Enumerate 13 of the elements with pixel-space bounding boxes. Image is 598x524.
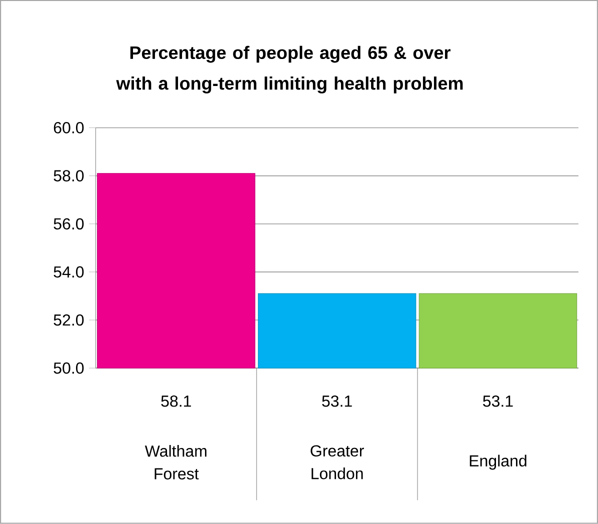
y-tick-label: 56.0 — [54, 218, 84, 230]
y-tick-label: 58.0 — [54, 170, 84, 182]
y-tick-label: 52.0 — [54, 314, 84, 326]
chart-title: Percentage of people aged 65 & over with a long-term limiting health problem — [116, 46, 463, 94]
x-tick-label: Waltham Forest — [144, 445, 206, 480]
y-tick-label: 50.0 — [54, 362, 84, 374]
y-tick-label: 60.0 — [54, 122, 84, 134]
data-label: 58.1 — [161, 396, 191, 407]
x-tick-label: Greater London — [310, 445, 364, 480]
data-label: 53.1 — [483, 396, 513, 407]
y-tick-label: 54.0 — [54, 266, 84, 278]
data-label: 53.1 — [322, 396, 352, 407]
x-tick-label: England — [470, 454, 526, 470]
